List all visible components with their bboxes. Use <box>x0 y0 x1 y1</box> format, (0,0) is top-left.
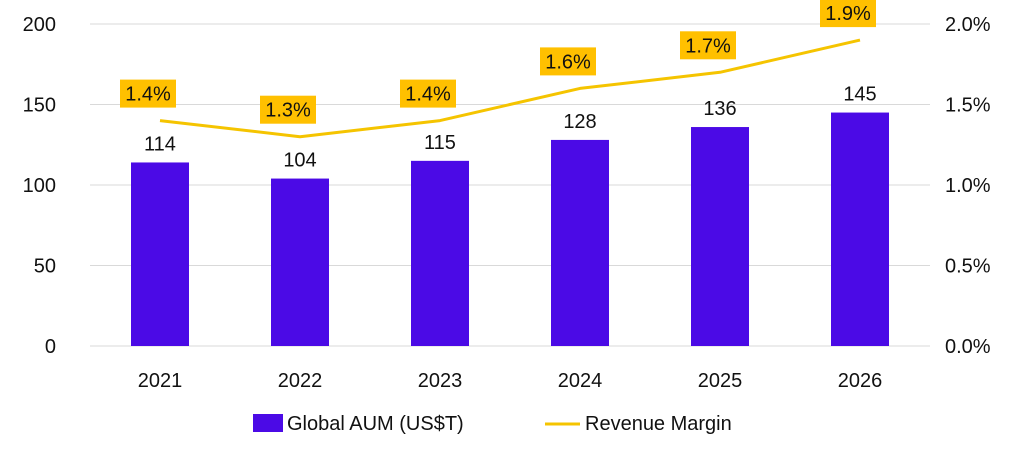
x-axis-tick-label: 2025 <box>698 370 743 392</box>
bar <box>691 127 749 346</box>
line-data-label-box <box>260 95 316 124</box>
right-axis-tick-label: 1.0% <box>945 175 991 197</box>
left-axis-tick-label: 200 <box>23 14 56 36</box>
bar-data-label: 114 <box>144 133 176 155</box>
bar <box>271 178 329 346</box>
legend-label-revenue-margin: Revenue Margin <box>585 413 732 435</box>
line-data-label: 1.3% <box>265 100 311 122</box>
legend-swatch-bar <box>253 414 283 432</box>
x-axis-tick-label: 2024 <box>558 370 603 392</box>
revenue-margin-line <box>159 38 861 139</box>
bar-data-label: 145 <box>843 84 876 106</box>
x-axis-tick-label: 2022 <box>278 370 323 392</box>
right-axis-tick-label: 2.0% <box>945 14 991 36</box>
right-axis-tick-label: 0.0% <box>945 336 991 358</box>
line-data-label: 1.7% <box>685 35 731 57</box>
line-data-label: 1.9% <box>825 3 871 25</box>
right-axis-tick-label: 0.5% <box>945 256 991 278</box>
line-data-label: 1.4% <box>405 84 451 106</box>
bar-data-label: 128 <box>563 111 596 133</box>
bar-data-label: 136 <box>703 98 736 120</box>
legend-label-global-aum: Global AUM (US$T) <box>287 413 464 435</box>
x-axis-tick-label: 2026 <box>838 370 883 392</box>
bar-data-label: 104 <box>283 150 316 172</box>
x-axis-tick-label: 2023 <box>418 370 463 392</box>
line-data-label: 1.4% <box>125 84 171 106</box>
line-data-label: 1.6% <box>545 51 591 73</box>
bar-data-label: 115 <box>424 132 456 154</box>
x-axis-tick-label: 2021 <box>138 370 183 392</box>
bar <box>411 160 469 346</box>
bar <box>131 162 189 346</box>
line-data-label-box <box>680 31 736 60</box>
line-data-label-box <box>540 47 596 76</box>
bar <box>551 139 609 346</box>
bar <box>831 112 889 346</box>
left-axis-tick-label: 50 <box>34 256 56 278</box>
line-data-label-box <box>820 0 876 28</box>
left-axis-tick-label: 0 <box>45 336 56 358</box>
right-axis-tick-label: 1.5% <box>945 95 991 117</box>
line-data-label-box <box>120 79 176 108</box>
left-axis-tick-label: 150 <box>23 95 56 117</box>
left-axis-tick-label: 100 <box>23 175 56 197</box>
line-data-label-box <box>400 79 456 108</box>
